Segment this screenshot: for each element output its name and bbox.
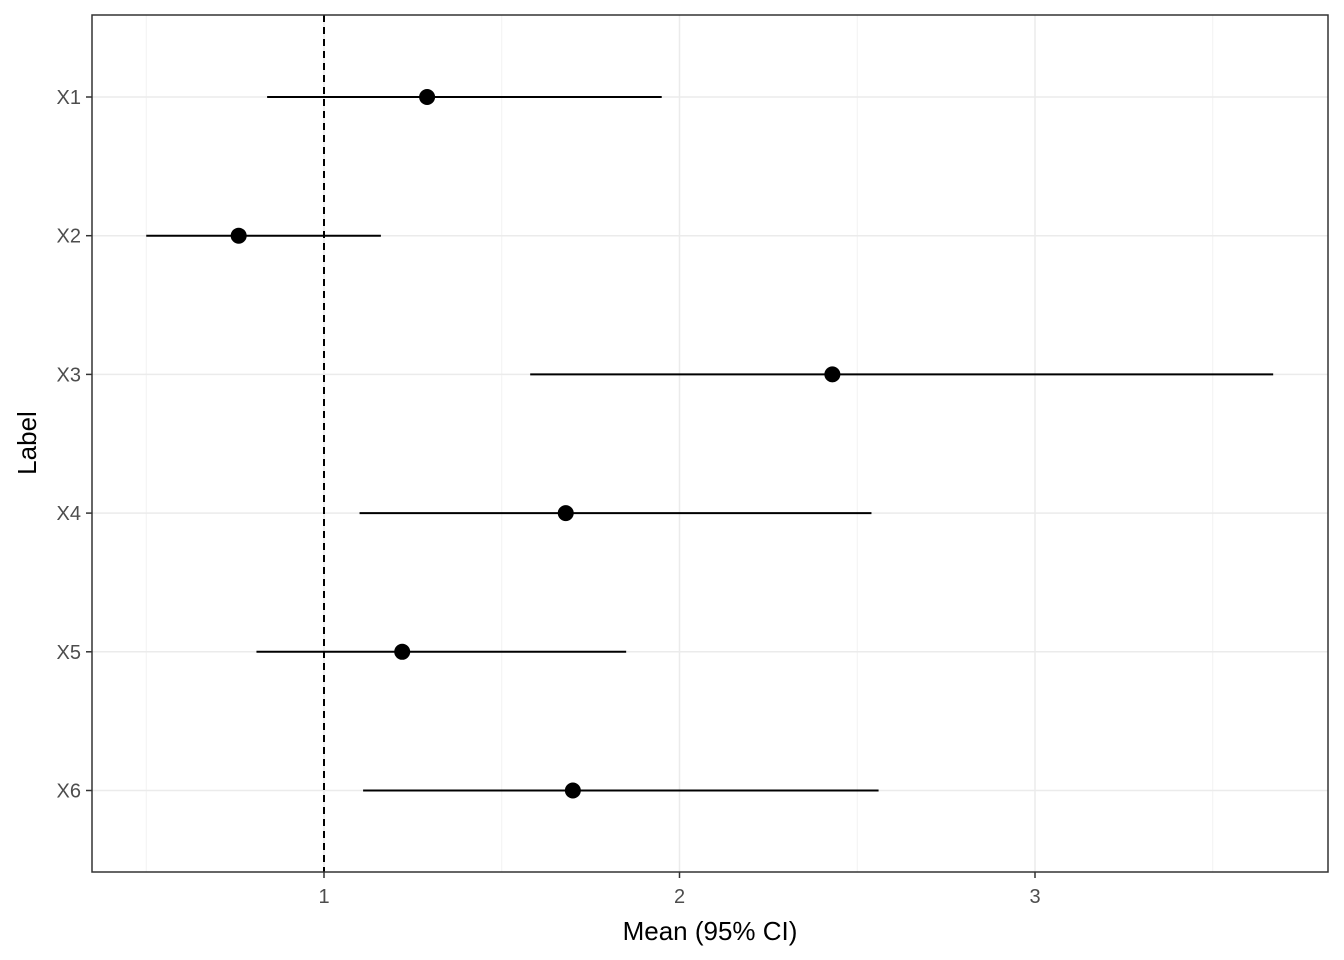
x-axis-ticks: 1 2 3 bbox=[318, 872, 1041, 908]
y-tick-label: X5 bbox=[57, 642, 81, 664]
point-estimates bbox=[230, 89, 841, 799]
point-estimate bbox=[564, 782, 581, 799]
minor-gridlines bbox=[145, 15, 1214, 872]
point-estimate bbox=[419, 89, 436, 105]
y-axis-title: Label bbox=[12, 411, 42, 475]
point-estimate bbox=[557, 505, 574, 522]
y-tick-label: X1 bbox=[57, 87, 81, 109]
x-tick-label: 3 bbox=[1029, 886, 1040, 908]
x-axis-title: Mean (95% CI) bbox=[623, 916, 798, 946]
y-tick-label: X3 bbox=[57, 364, 81, 386]
panel-border bbox=[91, 14, 1329, 873]
major-gridlines bbox=[92, 15, 1328, 872]
y-axis-ticks: X1 X2 X3 X4 X5 X6 bbox=[57, 87, 92, 803]
point-estimate bbox=[824, 366, 841, 383]
point-estimate bbox=[230, 227, 247, 244]
y-tick-label: X4 bbox=[57, 503, 81, 525]
confidence-intervals bbox=[146, 96, 1274, 792]
x-tick-label: 2 bbox=[674, 886, 685, 908]
point-estimate bbox=[394, 643, 411, 660]
x-tick-label: 1 bbox=[318, 886, 329, 908]
y-tick-label: X2 bbox=[57, 226, 81, 248]
y-tick-label: X6 bbox=[57, 781, 81, 803]
